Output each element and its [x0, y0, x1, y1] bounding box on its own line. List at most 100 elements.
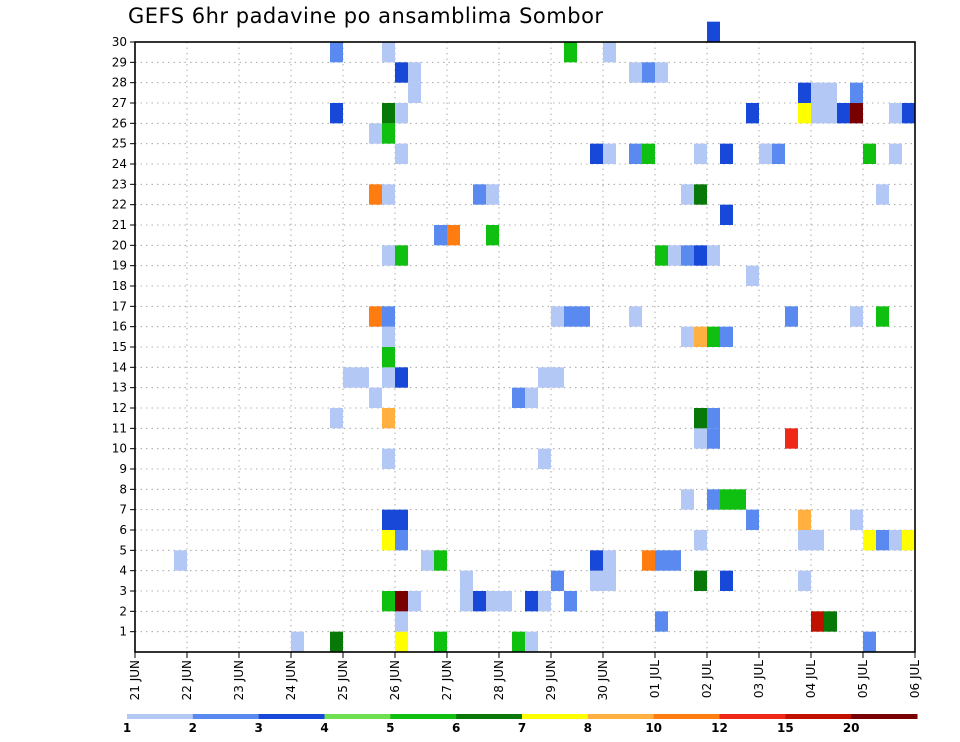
- legend-label: 1: [123, 721, 131, 735]
- heatmap-cell: [603, 143, 616, 164]
- heatmap-cell: [590, 570, 603, 591]
- heatmap-cell: [889, 530, 902, 551]
- heatmap-cell: [408, 62, 421, 83]
- heatmap-cell: [629, 306, 642, 327]
- heatmap-cell: [369, 123, 382, 144]
- y-tick-label: 13: [112, 381, 127, 395]
- heatmap-cell: [525, 631, 538, 652]
- heatmap-cell: [785, 428, 798, 449]
- heatmap-cell: [382, 448, 395, 469]
- heatmap-cell: [720, 143, 733, 164]
- y-tick-label: 15: [112, 340, 127, 354]
- heatmap-cell: [603, 550, 616, 571]
- heatmap-cell: [694, 184, 707, 205]
- heatmap-cell: [720, 570, 733, 591]
- heatmap-cell: [876, 184, 889, 205]
- heatmap-cell: [382, 591, 395, 612]
- heatmap-cell: [824, 82, 837, 103]
- heatmap-cell: [681, 184, 694, 205]
- heatmap-cell: [395, 611, 408, 632]
- heatmap-cell: [642, 143, 655, 164]
- heatmap-cell: [759, 143, 772, 164]
- heatmap-cell: [798, 103, 811, 124]
- heatmap-cell: [460, 591, 473, 612]
- heatmap-cell: [772, 143, 785, 164]
- heatmap-cell: [395, 591, 408, 612]
- y-tick-label: 24: [112, 157, 127, 171]
- heatmap-cell: [382, 347, 395, 368]
- heatmap-cell: [382, 245, 395, 266]
- heatmap-cell: [564, 306, 577, 327]
- heatmap-cell: [369, 387, 382, 408]
- heatmap-cell: [629, 143, 642, 164]
- legend-swatch: [390, 714, 457, 719]
- heatmap-cell: [902, 530, 915, 551]
- x-tick-label: 05 JUL: [856, 660, 870, 698]
- legend-swatch: [851, 714, 918, 719]
- heatmap-cell: [889, 143, 902, 164]
- heatmap-cell: [798, 82, 811, 103]
- heatmap-cell: [382, 408, 395, 429]
- grid-lines: [135, 41, 915, 652]
- heatmap-cell: [642, 550, 655, 571]
- heatmap-cell: [395, 367, 408, 388]
- y-tick-label: 11: [112, 421, 127, 435]
- heatmap-cell: [421, 550, 434, 571]
- heatmap-cell: [746, 509, 759, 530]
- heatmap-cell: [564, 42, 577, 63]
- heatmap-cell: [590, 550, 603, 571]
- heatmap-cell: [694, 143, 707, 164]
- heatmap-cell: [824, 103, 837, 124]
- heatmap-cell: [681, 489, 694, 510]
- y-tick-label: 29: [112, 55, 127, 69]
- heatmap-cell: [798, 570, 811, 591]
- heatmap-cell: [382, 509, 395, 530]
- heatmap-cell: [655, 550, 668, 571]
- heatmap-cell: [577, 306, 590, 327]
- heatmap-cell: [694, 570, 707, 591]
- legend-label: 2: [189, 721, 197, 735]
- heatmap-cell: [551, 306, 564, 327]
- heatmap-cell: [382, 184, 395, 205]
- y-tick-label: 28: [112, 76, 127, 90]
- legend-label: 12: [711, 721, 728, 735]
- heatmap-cell: [356, 367, 369, 388]
- y-tick-label: 3: [119, 584, 127, 598]
- heatmap-cell: [681, 326, 694, 347]
- heatmap-cell: [850, 103, 863, 124]
- heatmap-cell: [486, 184, 499, 205]
- heatmap-cell: [811, 611, 824, 632]
- x-tick-label: 27 JUN: [440, 660, 454, 700]
- x-tick-label: 01 JUL: [648, 660, 662, 698]
- heatmap-cell: [694, 530, 707, 551]
- heatmap-cell: [655, 245, 668, 266]
- heatmap-cell: [460, 570, 473, 591]
- heatmap-cell: [681, 245, 694, 266]
- chart-title: GEFS 6hr padavine po ansamblima Sombor: [128, 4, 604, 28]
- heatmap-cell: [824, 611, 837, 632]
- heatmap-cell: [473, 591, 486, 612]
- heatmap-cell: [733, 489, 746, 510]
- y-tick-label: 17: [112, 299, 127, 313]
- heatmap-cell: [655, 62, 668, 83]
- heatmap-cell: [369, 184, 382, 205]
- heatmap-cell: [330, 631, 343, 652]
- heatmap-cell: [434, 631, 447, 652]
- heatmap-cell: [720, 326, 733, 347]
- heatmap-cell: [837, 103, 850, 124]
- x-tick-label: 21 JUN: [128, 660, 142, 700]
- heatmap-cell: [330, 408, 343, 429]
- legend-swatch: [456, 714, 523, 719]
- heatmap-cell: [798, 530, 811, 551]
- heatmap-cell: [538, 448, 551, 469]
- heatmap-cell: [694, 326, 707, 347]
- heatmap-cell: [499, 591, 512, 612]
- heatmap-cell: [408, 82, 421, 103]
- y-tick-label: 6: [119, 523, 127, 537]
- x-tick-label: 30 JUN: [596, 660, 610, 700]
- heatmap-cell: [707, 408, 720, 429]
- heatmap-cell: [694, 245, 707, 266]
- legend-label: 4: [320, 721, 328, 735]
- legend-swatch: [587, 714, 655, 719]
